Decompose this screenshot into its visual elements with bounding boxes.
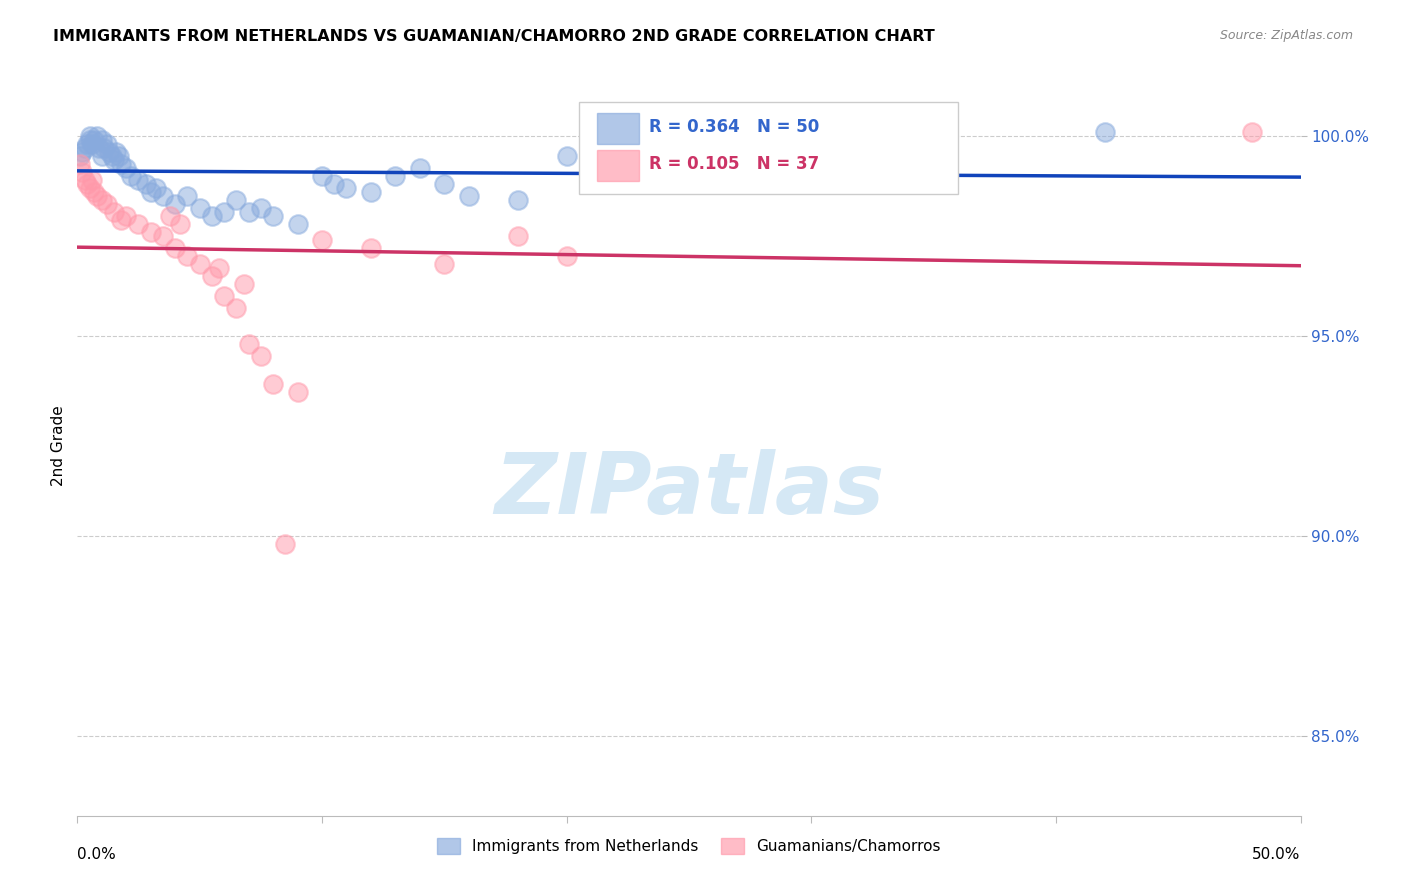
Point	[89, 141, 111, 155]
Point	[201, 209, 224, 223]
Point	[108, 149, 131, 163]
Point	[360, 185, 382, 199]
Point	[110, 157, 132, 171]
Point	[115, 209, 138, 223]
Legend: Immigrants from Netherlands, Guamanians/Chamorros: Immigrants from Netherlands, Guamanians/…	[430, 832, 948, 861]
Point	[250, 201, 273, 215]
Point	[311, 169, 333, 183]
Point	[335, 181, 357, 195]
Point	[90, 133, 112, 147]
Point	[115, 161, 138, 175]
Point	[139, 185, 162, 199]
Point	[120, 169, 142, 183]
Point	[80, 136, 103, 151]
Point	[152, 189, 174, 203]
Point	[287, 217, 309, 231]
Point	[506, 193, 529, 207]
Point	[262, 209, 284, 223]
Point	[238, 205, 260, 219]
Text: 0.0%: 0.0%	[77, 847, 117, 862]
Point	[83, 185, 105, 199]
Text: R = 0.364   N = 50: R = 0.364 N = 50	[648, 118, 818, 136]
Point	[76, 177, 98, 191]
Text: R = 0.105   N = 37: R = 0.105 N = 37	[648, 155, 818, 173]
Y-axis label: 2nd Grade: 2nd Grade	[51, 406, 66, 486]
Point	[1240, 125, 1263, 139]
Point	[433, 177, 456, 191]
Point	[93, 141, 115, 155]
Point	[360, 241, 382, 255]
Point	[176, 249, 198, 263]
Point	[70, 165, 93, 179]
Point	[225, 193, 247, 207]
Point	[79, 128, 101, 143]
Point	[250, 349, 273, 363]
Point	[311, 233, 333, 247]
Point	[159, 209, 181, 223]
Point	[100, 149, 122, 163]
Point	[127, 217, 149, 231]
Point	[73, 141, 96, 155]
Point	[76, 136, 98, 151]
Point	[86, 128, 108, 143]
Point	[188, 257, 211, 271]
Text: ZIPatlas: ZIPatlas	[494, 449, 884, 532]
Text: Source: ZipAtlas.com: Source: ZipAtlas.com	[1219, 29, 1353, 42]
Point	[165, 197, 187, 211]
Point	[105, 145, 128, 159]
Point	[678, 141, 700, 155]
FancyBboxPatch shape	[598, 150, 638, 181]
Point	[1094, 125, 1116, 139]
Point	[409, 161, 432, 175]
Point	[506, 228, 529, 243]
Point	[127, 173, 149, 187]
Point	[323, 177, 346, 191]
Point	[555, 249, 578, 263]
Point	[169, 217, 191, 231]
Point	[208, 260, 231, 275]
Point	[70, 145, 93, 159]
Point	[225, 301, 247, 315]
Point	[103, 205, 125, 219]
Point	[69, 157, 91, 171]
Point	[96, 197, 118, 211]
Point	[384, 169, 406, 183]
Point	[103, 153, 125, 167]
Point	[110, 213, 132, 227]
Point	[212, 205, 235, 219]
Point	[73, 173, 96, 187]
Text: IMMIGRANTS FROM NETHERLANDS VS GUAMANIAN/CHAMORRO 2ND GRADE CORRELATION CHART: IMMIGRANTS FROM NETHERLANDS VS GUAMANIAN…	[53, 29, 935, 44]
Point	[232, 277, 254, 291]
Point	[287, 384, 309, 399]
Point	[90, 193, 112, 207]
Point	[69, 149, 91, 163]
Point	[457, 189, 479, 203]
FancyBboxPatch shape	[598, 112, 638, 144]
Point	[139, 225, 162, 239]
Point	[80, 173, 103, 187]
Point	[135, 177, 157, 191]
Point	[274, 537, 297, 551]
Point	[145, 181, 167, 195]
Point	[262, 376, 284, 391]
Point	[98, 145, 121, 159]
Point	[238, 337, 260, 351]
Point	[433, 257, 456, 271]
Point	[83, 133, 105, 147]
Point	[79, 133, 101, 147]
Point	[96, 136, 118, 151]
Point	[800, 133, 823, 147]
Point	[176, 189, 198, 203]
Point	[165, 241, 187, 255]
Point	[188, 201, 211, 215]
Point	[212, 289, 235, 303]
Point	[79, 181, 101, 195]
Point	[90, 149, 112, 163]
Text: 50.0%: 50.0%	[1253, 847, 1301, 862]
Point	[86, 189, 108, 203]
Point	[201, 268, 224, 283]
FancyBboxPatch shape	[579, 102, 957, 194]
Point	[152, 228, 174, 243]
Point	[555, 149, 578, 163]
